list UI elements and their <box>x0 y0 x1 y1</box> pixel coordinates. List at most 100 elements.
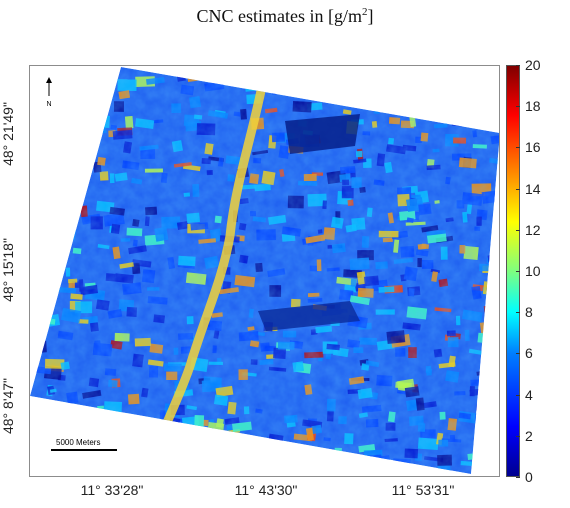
field-patch <box>53 467 70 474</box>
field-patch <box>329 455 346 468</box>
river-corridor <box>143 85 267 470</box>
low-value-area <box>285 114 360 154</box>
colorbar-tick-mark <box>516 65 520 66</box>
field-patch <box>491 330 499 336</box>
scale-bar <box>51 449 117 451</box>
field-patch <box>425 72 439 77</box>
field-patch <box>32 198 50 212</box>
field-patch <box>308 458 325 467</box>
field-patch <box>316 468 337 474</box>
field-patch <box>111 427 128 440</box>
field-patch <box>416 112 431 117</box>
field-patch <box>314 67 323 73</box>
field-patch <box>474 413 490 424</box>
field-patch <box>258 67 275 73</box>
field-patch <box>32 337 44 349</box>
field-patch <box>330 472 339 474</box>
scale-bar-label: 5000 Meters <box>56 438 101 447</box>
field-patch <box>42 193 56 202</box>
field-patch <box>71 452 78 464</box>
field-patch <box>162 427 176 434</box>
field-patch <box>491 284 499 297</box>
field-patch <box>73 139 80 147</box>
north-arrow-icon: N <box>46 77 52 108</box>
field-patch <box>271 82 277 95</box>
field-patch <box>389 71 408 86</box>
field-patch <box>104 457 117 471</box>
field-patch <box>81 80 90 94</box>
field-patch <box>87 115 104 127</box>
colorbar-tick-mark <box>516 394 520 396</box>
field-patch <box>489 282 499 289</box>
field-patch <box>31 278 38 287</box>
field-patch <box>497 298 499 304</box>
colorbar-tick-label: 12 <box>525 221 541 238</box>
field-patch <box>57 422 71 434</box>
field-patch <box>72 413 84 422</box>
field-patch <box>483 444 496 450</box>
field-patch <box>489 374 495 387</box>
field-patch <box>126 460 133 470</box>
field-patch <box>480 108 495 122</box>
field-patch <box>103 429 122 438</box>
field-patch <box>374 67 390 79</box>
field-patch <box>63 206 78 215</box>
field-patch <box>34 154 43 165</box>
field-patch <box>391 78 399 87</box>
field-patch <box>479 451 495 458</box>
field-patch <box>369 100 391 111</box>
x-tick: 11° 43'30" <box>234 482 298 498</box>
field-patch <box>485 366 499 378</box>
field-patch <box>358 72 365 84</box>
field-patch <box>49 179 58 192</box>
field-patch <box>492 303 499 316</box>
field-patch <box>238 461 256 466</box>
field-patch <box>368 82 382 97</box>
field-patch <box>149 462 164 474</box>
colorbar-tick-label: 20 <box>525 57 541 73</box>
field-patch <box>444 90 463 102</box>
field-patch <box>86 418 103 431</box>
field-patch <box>481 106 491 116</box>
field-patch <box>277 472 297 474</box>
field-patch <box>69 415 90 422</box>
raster-texture <box>30 67 499 474</box>
field-patch <box>366 87 382 93</box>
colorbar-tick-mark <box>516 477 520 478</box>
colorbar-tick-label: 18 <box>525 98 541 115</box>
field-patch <box>475 419 481 426</box>
colorbar-tick-label: 6 <box>525 345 533 362</box>
field-patch <box>364 100 375 105</box>
field-patch <box>483 304 496 317</box>
field-patch <box>31 332 40 339</box>
field-patch <box>489 268 499 277</box>
field-patch <box>337 96 352 105</box>
field-patch <box>464 70 484 78</box>
field-patch <box>61 121 73 136</box>
field-patch <box>460 101 473 111</box>
field-patch <box>51 212 66 220</box>
field-patch <box>59 119 73 126</box>
colorbar-tick-mark <box>516 312 520 314</box>
field-patch <box>273 77 287 84</box>
field-patch <box>306 69 320 83</box>
field-patch <box>479 438 490 449</box>
field-patch <box>86 452 100 461</box>
field-patch <box>68 93 84 105</box>
field-patch <box>192 67 207 77</box>
field-patch <box>39 238 50 247</box>
colorbar-tick-label: 8 <box>525 304 533 321</box>
field-patch <box>93 108 102 113</box>
field-patch <box>131 419 142 433</box>
field-patch <box>79 67 100 78</box>
field-patch <box>332 82 350 90</box>
colorbar-tick-mark <box>516 188 520 190</box>
field-patch <box>35 121 44 133</box>
field-patch <box>486 318 494 330</box>
field-patch <box>317 84 336 94</box>
field-patch <box>34 258 54 265</box>
field-patch <box>207 451 222 463</box>
field-patch <box>371 468 378 474</box>
field-patch <box>30 120 42 132</box>
field-patch <box>117 448 131 457</box>
